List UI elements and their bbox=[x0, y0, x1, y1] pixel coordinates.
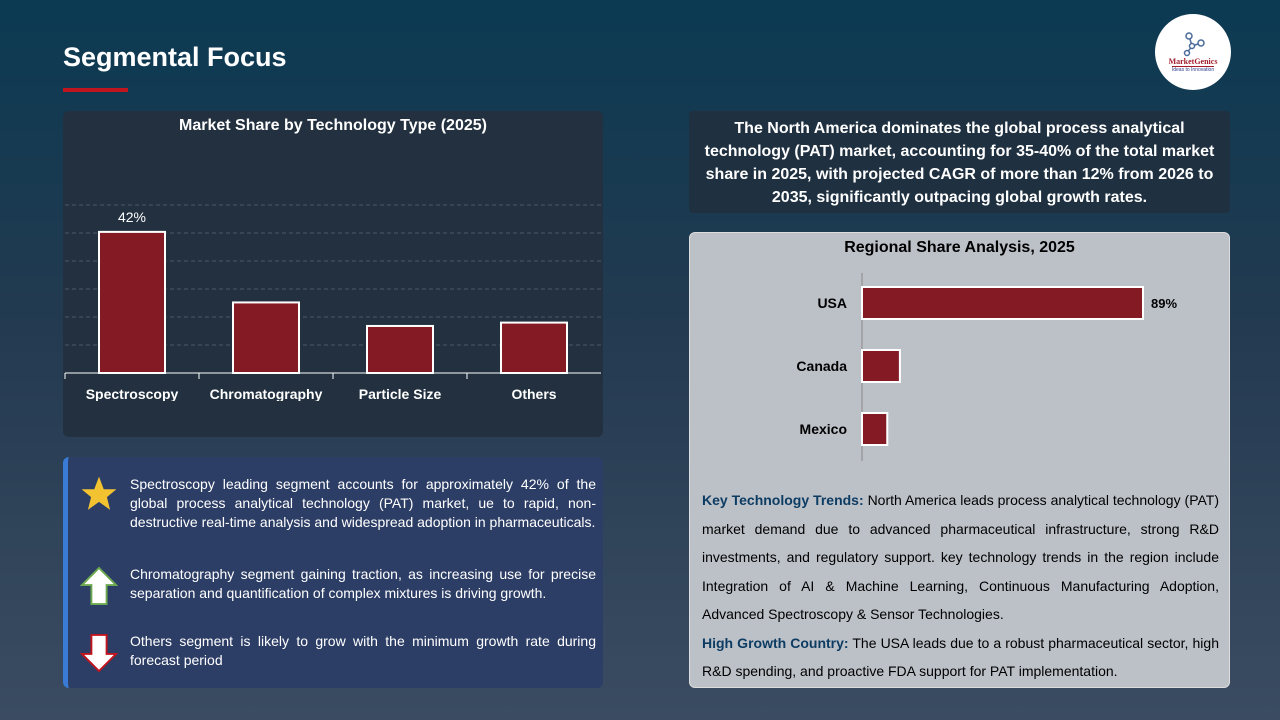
trends-text: Key Technology Trends: North America lea… bbox=[702, 486, 1219, 686]
growth-country-label: High Growth Country: bbox=[702, 634, 849, 651]
star-icon bbox=[81, 476, 117, 510]
regional-panel: Regional Share Analysis, 2025 USA 89% Cana… bbox=[689, 232, 1230, 688]
arrow-down-icon bbox=[80, 634, 118, 673]
summary-box: The North America dominates the global p… bbox=[689, 111, 1230, 213]
category-label: Canada bbox=[796, 358, 847, 374]
trends-body: North America leads process analytical t… bbox=[702, 492, 1219, 622]
bullet-item: Spectroscopy leading segment accounts fo… bbox=[80, 475, 596, 532]
category-label: Particle Size bbox=[359, 386, 442, 401]
bar-others bbox=[500, 321, 568, 375]
arrow-up-icon bbox=[80, 566, 118, 605]
technology-chart-panel: Market Share by Technology Type (2025) 4… bbox=[63, 111, 603, 437]
bar-canada bbox=[861, 349, 901, 383]
logo: MarketGenics Ideas to Innovation bbox=[1155, 14, 1231, 90]
bullet-text: Others segment is likely to grow with th… bbox=[130, 633, 596, 668]
bullet-item: Others segment is likely to grow with th… bbox=[80, 632, 596, 674]
data-label: 42% bbox=[118, 209, 146, 225]
page-title: Segmental Focus bbox=[63, 42, 287, 72]
bar-spectroscopy bbox=[98, 230, 166, 374]
category-label: Others bbox=[511, 386, 556, 401]
category-label: Spectroscopy bbox=[86, 386, 179, 401]
logo-tagline: Ideas to Innovation bbox=[1171, 66, 1215, 73]
bar-particle-size-analysis bbox=[366, 324, 434, 375]
technology-bar-chart: 42% Spectroscopy Chromatography Particle Si… bbox=[64, 204, 601, 401]
bar-usa bbox=[861, 286, 1144, 320]
growth-country-body: The USA leads due to a robust pharmaceut… bbox=[702, 634, 1219, 680]
insights-panel: Spectroscopy leading segment accounts fo… bbox=[63, 457, 603, 688]
regional-chart-title: Regional Share Analysis, 2025 bbox=[844, 239, 1075, 256]
category-label: Chromatography bbox=[210, 386, 323, 401]
chart-title: Market Share by Technology Type (2025) bbox=[179, 117, 487, 134]
bar-mexico bbox=[861, 412, 889, 446]
trends-label: Key Technology Trends: bbox=[702, 492, 864, 508]
bar-chromatography bbox=[232, 301, 300, 374]
category-label: Mexico bbox=[800, 421, 847, 437]
regional-bar-chart: USA 89% Canada Mexico bbox=[796, 273, 1177, 461]
bullet-text: Spectroscopy leading segment accounts fo… bbox=[130, 476, 596, 530]
bullet-item: Chromatography segment gaining traction,… bbox=[80, 565, 596, 607]
category-label: USA bbox=[817, 295, 847, 311]
molecule-icon bbox=[1183, 32, 1205, 57]
logo-name: MarketGenics bbox=[1168, 57, 1218, 66]
bullet-text: Chromatography segment gaining traction,… bbox=[130, 566, 596, 601]
data-label: 89% bbox=[1151, 296, 1177, 311]
title-underline bbox=[63, 88, 128, 92]
